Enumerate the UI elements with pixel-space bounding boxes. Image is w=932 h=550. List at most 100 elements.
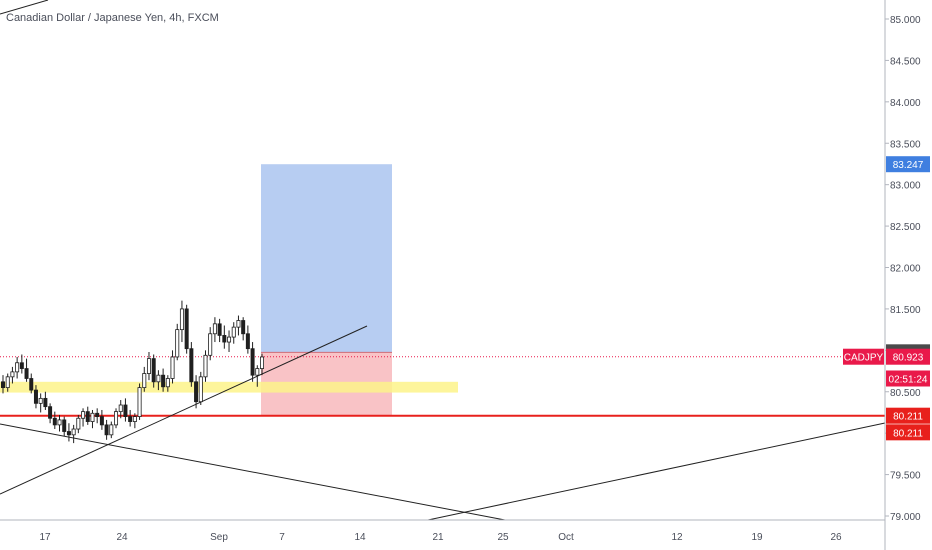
- trendline-rising-right[interactable]: [427, 422, 886, 521]
- x-tick-label: 7: [279, 532, 285, 543]
- candle-body: [85, 411, 90, 422]
- candle-body: [62, 419, 67, 432]
- candle-body: [29, 378, 34, 391]
- candle-body: [137, 387, 142, 418]
- y-tick-label: 82.500: [890, 222, 921, 233]
- candle-body: [212, 323, 217, 335]
- price-badge-bg: [886, 407, 930, 424]
- candle-body: [170, 356, 175, 379]
- candle-body: [222, 335, 227, 343]
- x-tick-label: 14: [354, 532, 366, 543]
- y-tick-label: 79.500: [890, 471, 921, 482]
- x-tick-label: Oct: [558, 532, 574, 543]
- candle-body: [52, 417, 57, 426]
- target-zone[interactable]: [261, 164, 392, 353]
- candle-body: [165, 378, 170, 388]
- candle-body: [19, 362, 24, 369]
- price-badge-label: 83.247: [893, 160, 924, 171]
- candle-body: [175, 329, 180, 358]
- price-badge: 83.247: [886, 156, 930, 173]
- candle-body: [227, 336, 232, 343]
- candle-body: [38, 397, 43, 404]
- candle-body: [184, 308, 189, 350]
- price-badge-bg: [886, 156, 930, 173]
- candle-body: [81, 411, 86, 419]
- candle-body: [123, 404, 128, 417]
- price-badge-label: 02:51:24: [889, 374, 928, 385]
- x-tick-label: 19: [751, 532, 763, 543]
- candle-body: [104, 424, 109, 436]
- x-tick-label: 26: [830, 532, 842, 543]
- candle-body: [146, 358, 151, 374]
- trendline-falling[interactable]: [0, 423, 506, 521]
- candle-body: [48, 406, 53, 419]
- trendline-top-left[interactable]: [0, 0, 49, 15]
- candle-body: [43, 397, 48, 408]
- price-badge-label: 80.923: [893, 353, 924, 364]
- support-band[interactable]: [0, 381, 458, 393]
- candle-body: [255, 368, 260, 376]
- candle-body: [236, 320, 241, 328]
- price-badge: 02:51:24: [886, 370, 930, 387]
- candle-body: [142, 373, 147, 389]
- candle-body: [250, 348, 255, 376]
- price-badge-label: 80.211: [893, 428, 923, 439]
- price-badge-bg: [886, 370, 930, 387]
- candle-body: [189, 348, 194, 383]
- y-tick-label: 85.000: [890, 15, 921, 26]
- y-tick-label: 80.500: [890, 388, 921, 399]
- candle-body: [71, 428, 76, 436]
- candle-body: [114, 411, 119, 426]
- y-tick-label: 79.000: [890, 512, 921, 523]
- candle-body: [128, 416, 133, 422]
- candle-body: [179, 308, 184, 331]
- candle-body: [118, 404, 123, 413]
- chart-title: Canadian Dollar / Japanese Yen, 4h, FXCM: [6, 12, 219, 24]
- y-tick-label: 84.000: [890, 98, 921, 109]
- candle-body: [10, 371, 15, 378]
- candle-body: [156, 374, 161, 383]
- candle-body: [15, 362, 20, 373]
- candle-body: [66, 431, 71, 436]
- symbol-tag-label: CADJPY: [844, 353, 884, 364]
- candle-body: [57, 419, 62, 426]
- trendline-rising[interactable]: [0, 325, 368, 495]
- price-badge: 80.211: [886, 424, 930, 441]
- candle-body: [24, 368, 29, 379]
- x-tick-label: 24: [116, 532, 128, 543]
- symbol-tag-bg: [843, 348, 884, 365]
- price-badge-bg: [886, 424, 930, 441]
- candle-body: [0, 381, 6, 389]
- candle-body: [241, 320, 246, 335]
- y-tick-label: 84.500: [890, 56, 921, 67]
- x-tick-label: 12: [671, 532, 683, 543]
- candle-body: [90, 412, 95, 422]
- candle-body: [217, 323, 222, 336]
- candle-body: [198, 376, 203, 403]
- y-tick-label: 83.000: [890, 181, 921, 192]
- price-badge-bg: [886, 348, 930, 365]
- candle-body: [203, 354, 208, 378]
- candle-body: [109, 424, 114, 436]
- candle-body: [194, 381, 199, 403]
- candle-body: [132, 416, 137, 422]
- x-tick-label: 21: [432, 532, 444, 543]
- x-tick-label: 17: [39, 532, 51, 543]
- price-badge-label: 80.211: [893, 412, 923, 423]
- candle-body: [151, 358, 156, 383]
- candle-body: [5, 376, 10, 389]
- candle-body: [245, 333, 250, 350]
- y-tick-label: 82.000: [890, 264, 921, 275]
- symbol-tag: CADJPY: [843, 348, 884, 365]
- x-tick-label: 25: [497, 532, 509, 543]
- price-badge: 80.211: [886, 407, 930, 424]
- candle-body: [99, 416, 104, 426]
- candle-body: [76, 417, 81, 430]
- y-tick-label: 81.500: [890, 305, 921, 316]
- candle-body: [33, 389, 38, 404]
- candle-body: [95, 412, 100, 417]
- y-tick-label: 83.500: [890, 139, 921, 150]
- candle-body: [259, 356, 264, 369]
